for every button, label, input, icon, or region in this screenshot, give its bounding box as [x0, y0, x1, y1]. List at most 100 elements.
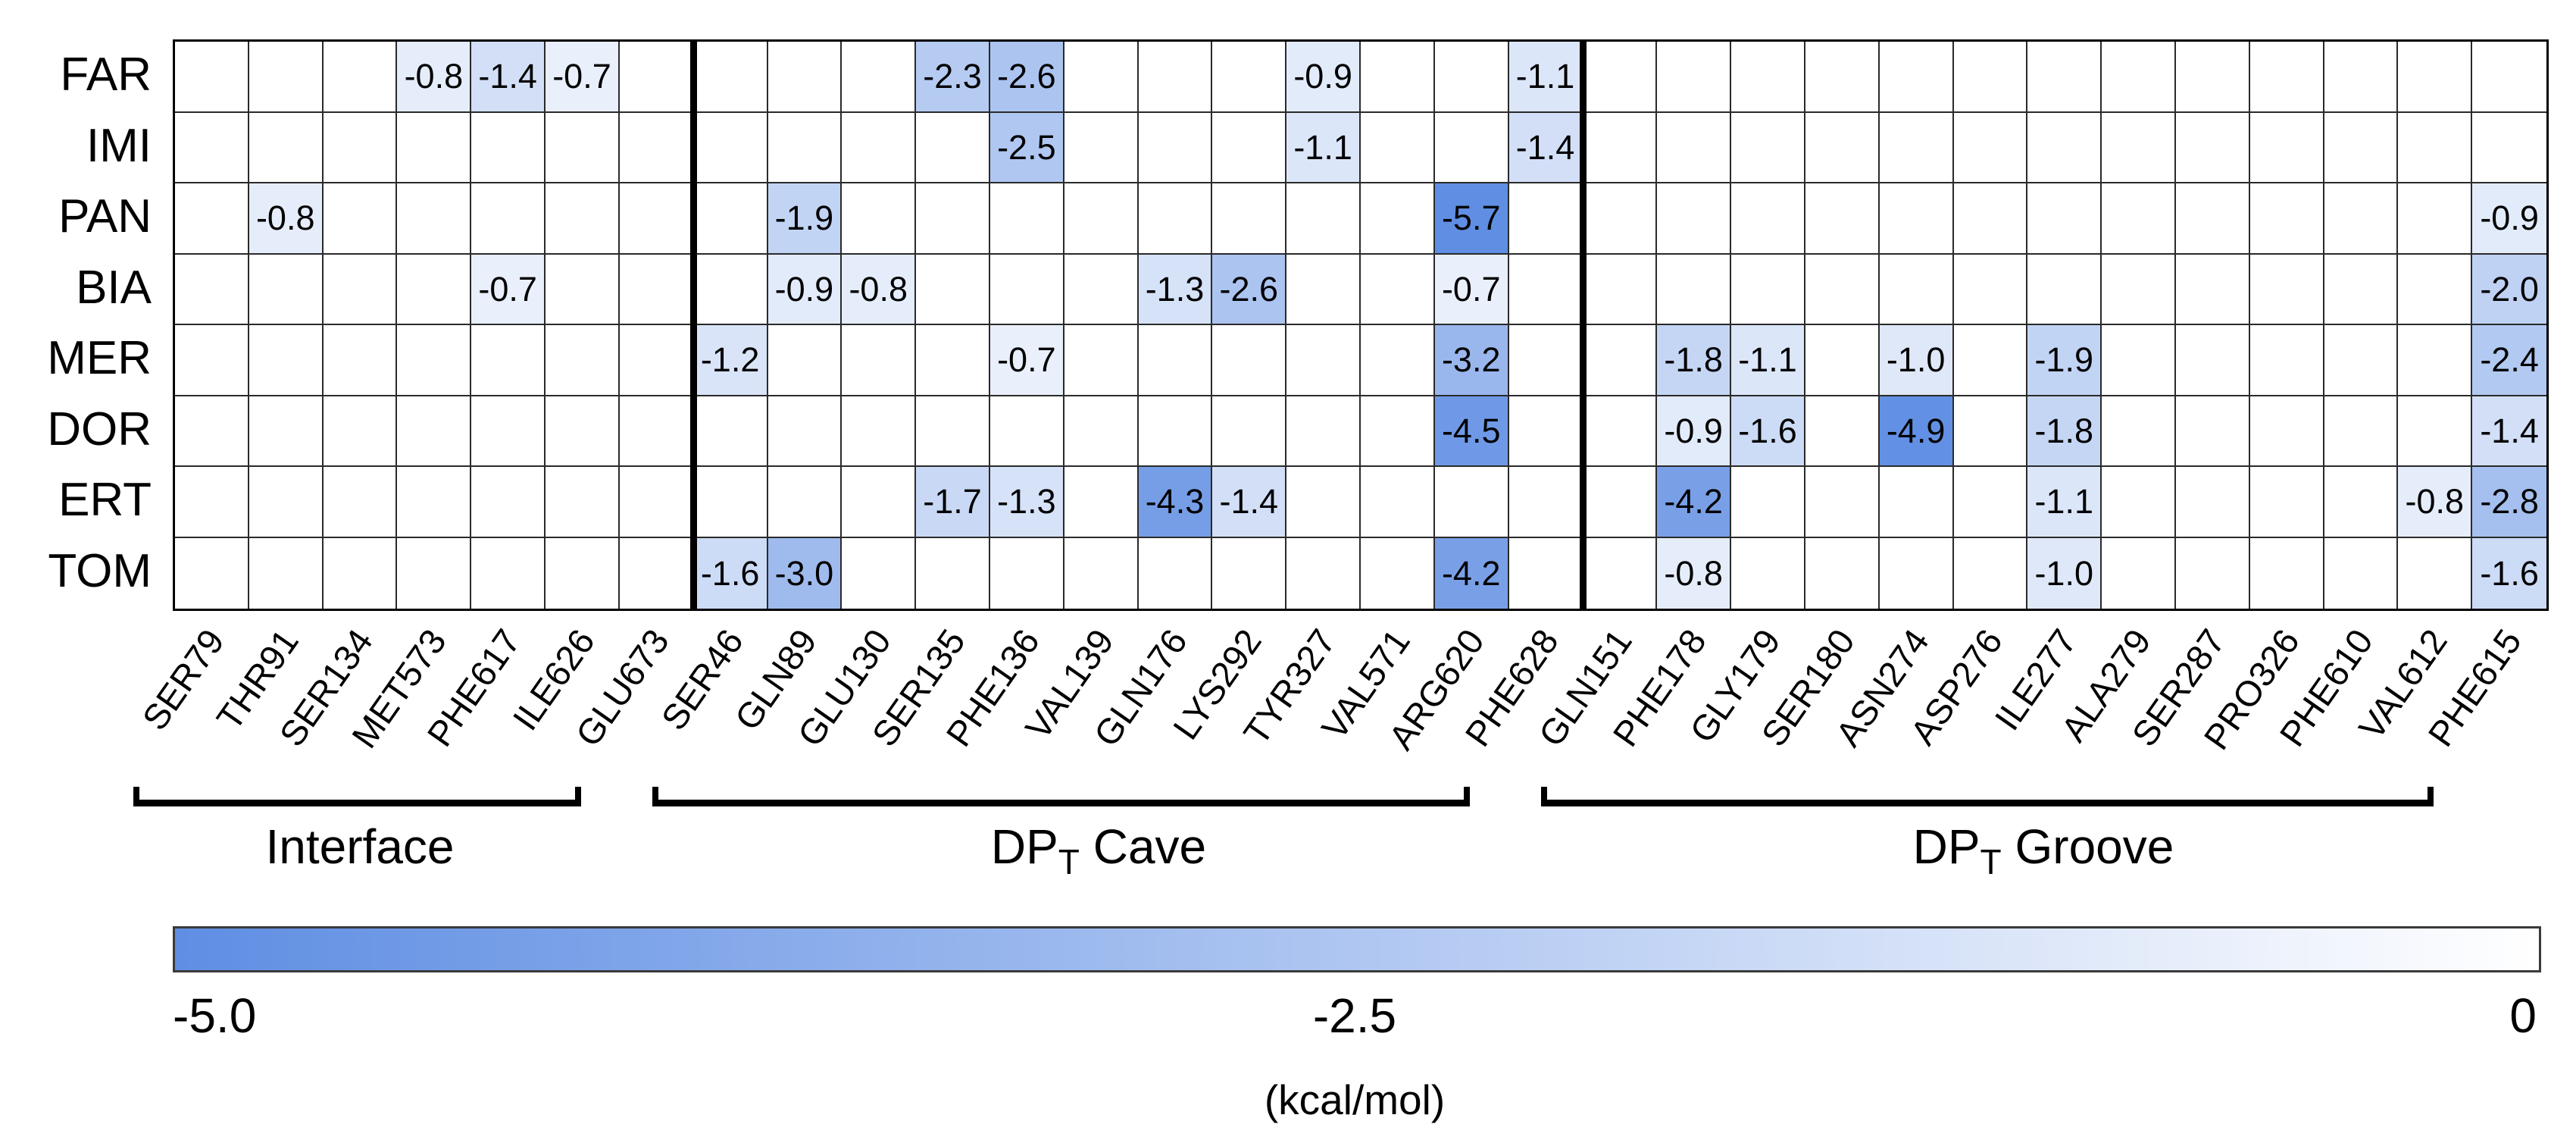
- heatmap-cell-imi-tyr327: -1.1: [1286, 112, 1361, 183]
- heatmap-cell-tom-arg620: -4.2: [1434, 537, 1509, 609]
- heatmap-cell-bia-phe628: [1508, 254, 1583, 325]
- heatmap-cell-ert-asn274: [1879, 467, 1954, 538]
- heatmap-cell-imi-val612: [2398, 112, 2473, 183]
- group-label-interface: Interface: [265, 819, 455, 874]
- heatmap-cell-far-tyr327: -0.9: [1286, 42, 1361, 113]
- heatmap-cell-mer-phe136: -0.7: [989, 325, 1064, 396]
- heatmap-cell-imi-val139: [1064, 112, 1139, 183]
- heatmap-cell-pan-met573: [397, 183, 472, 255]
- heatmap-cell-pan-ser79: [175, 183, 249, 255]
- row-label-pan: PAN: [58, 190, 152, 243]
- heatmap-cell-dor-ile626: [546, 396, 620, 467]
- heatmap-cell-ert-val571: [1361, 467, 1435, 538]
- heatmap-cell-imi-phe136: -2.5: [989, 112, 1064, 183]
- heatmap-cell-mer-ser46: -1.2: [693, 325, 768, 396]
- heatmap-cell-tom-phe136: [989, 537, 1064, 609]
- heatmap-cell-bia-pro326: [2249, 254, 2324, 325]
- heatmap-cell-imi-ser135: [916, 112, 990, 183]
- heatmap-cell-tom-val139: [1064, 537, 1139, 609]
- heatmap-cell-bia-lys292: -2.6: [1212, 254, 1287, 325]
- heatmap-cell-mer-pro326: [2249, 325, 2324, 396]
- heatmap-cell-bia-met573: [397, 254, 472, 325]
- heatmap-cell-imi-ala279: [2102, 112, 2176, 183]
- heatmap-cell-tom-phe615: -1.6: [2472, 537, 2546, 609]
- heatmap-cell-bia-ser134: [323, 254, 398, 325]
- heatmap-cell-pan-phe615: -0.9: [2472, 183, 2546, 255]
- heatmap-cell-far-val612: [2398, 42, 2473, 113]
- heatmap-cell-mer-met573: [397, 325, 472, 396]
- heatmap-cell-tom-ile277: -1.0: [2027, 537, 2102, 609]
- heatmap-cell-ert-phe178: -4.2: [1657, 467, 1732, 538]
- heatmap-cell-imi-gln176: [1138, 112, 1213, 183]
- row-label-mer: MER: [47, 332, 152, 385]
- heatmap-cell-ert-ser134: [323, 467, 398, 538]
- heatmap-cell-dor-phe136: [989, 396, 1064, 467]
- heatmap-cell-bia-tyr327: [1286, 254, 1361, 325]
- heatmap-cell-pan-phe628: [1508, 183, 1583, 255]
- heatmap-cell-pan-gln176: [1138, 183, 1213, 255]
- heatmap-cell-far-lys292: [1212, 42, 1287, 113]
- heatmap-cell-pan-phe178: [1657, 183, 1732, 255]
- heatmap-cell-ert-gln151: [1583, 467, 1658, 538]
- heatmap-cell-imi-arg620: [1434, 112, 1509, 183]
- heatmap-cell-mer-phe610: [2324, 325, 2399, 396]
- heatmap-cell-far-ser134: [323, 42, 398, 113]
- heatmap-cell-pan-arg620: -5.7: [1434, 183, 1509, 255]
- group-label-dpt-cave: DPT Cave: [990, 819, 1207, 882]
- heatmap-cell-ert-gln89: [767, 467, 843, 538]
- heatmap-cell-far-ser287: [2175, 42, 2250, 113]
- heatmap-cell-ert-phe136: -1.3: [989, 467, 1064, 538]
- heatmap-cell-mer-phe178: -1.8: [1657, 325, 1732, 396]
- heatmap-cell-far-phe610: [2324, 42, 2399, 113]
- colorbar-gradient: [173, 926, 2541, 972]
- heatmap-cell-far-val571: [1361, 42, 1435, 113]
- heatmap-cell-bia-gln151: [1583, 254, 1658, 325]
- heatmap-cell-far-glu673: [619, 42, 694, 113]
- heatmap-cell-pan-thr91: -0.8: [249, 183, 324, 255]
- heatmap-cell-dor-glu130: [842, 396, 917, 467]
- heatmap-cell-dor-glu673: [619, 396, 694, 467]
- row-label-tom: TOM: [48, 544, 152, 597]
- heatmap-cell-far-ile626: -0.7: [546, 42, 620, 113]
- heatmap-cell-imi-asp276: [1953, 112, 2028, 183]
- heatmap-cell-imi-gln151: [1583, 112, 1658, 183]
- heatmap-cell-pan-phe610: [2324, 183, 2399, 255]
- heatmap-cell-far-ser135: -2.3: [916, 42, 990, 113]
- heatmap-cell-tom-gln151: [1583, 537, 1658, 609]
- heatmap-cell-far-phe617: -1.4: [471, 42, 546, 113]
- heatmap-cell-ert-arg620: [1434, 467, 1509, 538]
- heatmap-cell-tom-lys292: [1212, 537, 1287, 609]
- heatmap-cell-mer-ser180: [1805, 325, 1880, 396]
- heatmap-cell-pan-val571: [1361, 183, 1435, 255]
- heatmap-cell-tom-phe610: [2324, 537, 2399, 609]
- heatmap-cell-tom-ser134: [323, 537, 398, 609]
- heatmap-cell-tom-ser46: -1.6: [693, 537, 768, 609]
- heatmap-cell-mer-gln151: [1583, 325, 1658, 396]
- group-bracket-dpt-cave: [652, 787, 1471, 806]
- heatmap-cell-far-asp276: [1953, 42, 2028, 113]
- heatmap-cell-pan-ser135: [916, 183, 990, 255]
- heatmap-cell-pan-gly179: [1731, 183, 1805, 255]
- heatmap-cell-far-ser180: [1805, 42, 1880, 113]
- heatmap-cell-tom-pro326: [2249, 537, 2324, 609]
- group-bracket-dpt-groove: [1541, 787, 2434, 806]
- heatmap-cell-ert-phe617: [471, 467, 546, 538]
- heatmap-cell-mer-glu673: [619, 325, 694, 396]
- group-separator-after-phe628: [1579, 42, 1587, 609]
- heatmap-cell-imi-ile626: [546, 112, 620, 183]
- heatmap-cell-ert-phe615: -2.8: [2472, 467, 2546, 538]
- heatmap-cell-dor-pro326: [2249, 396, 2324, 467]
- heatmap-cell-imi-met573: [397, 112, 472, 183]
- heatmap-cell-dor-ser46: [693, 396, 768, 467]
- heatmap-cell-bia-ile626: [546, 254, 620, 325]
- heatmap-cell-imi-phe617: [471, 112, 546, 183]
- heatmap-cell-tom-val612: [2398, 537, 2473, 609]
- heatmap-cell-tom-tyr327: [1286, 537, 1361, 609]
- heatmap-cell-tom-asn274: [1879, 537, 1954, 609]
- heatmap-cell-imi-ile277: [2027, 112, 2102, 183]
- heatmap-cell-imi-phe610: [2324, 112, 2399, 183]
- heatmap-cell-pan-ser287: [2175, 183, 2250, 255]
- heatmap-cell-bia-asn274: [1879, 254, 1954, 325]
- heatmap-cell-bia-glu130: -0.8: [842, 254, 917, 325]
- heatmap-cell-mer-tyr327: [1286, 325, 1361, 396]
